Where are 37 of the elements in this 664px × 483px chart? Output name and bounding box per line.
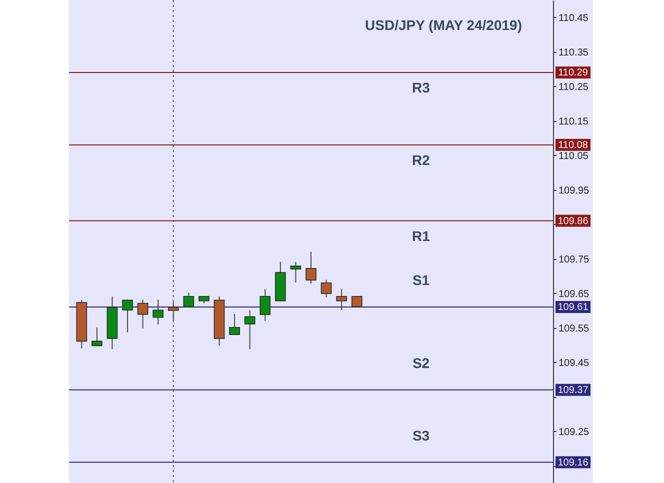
ref-line-label: R1	[412, 228, 430, 244]
candlestick	[336, 288, 347, 311]
y-tick-label: 109.55	[558, 323, 590, 334]
candlestick	[351, 296, 362, 308]
candlestick	[152, 299, 164, 325]
annotation: 109.16	[558, 457, 589, 468]
y-tick-label: 110.25	[558, 82, 589, 93]
annotation: 109.86	[558, 216, 589, 227]
y-tick-label: 109.45	[558, 358, 590, 369]
candlestick	[229, 313, 240, 336]
candlestick	[290, 261, 302, 284]
candlestick	[306, 251, 316, 284]
annotation: 109.61	[558, 302, 589, 314]
ref-line-label: S2	[412, 354, 430, 371]
y-tick-label: 109.95	[558, 185, 590, 196]
annotation: 110.08	[558, 140, 588, 151]
annotation: 109.37	[558, 384, 589, 396]
candlestick	[122, 298, 133, 333]
candlestick	[260, 288, 271, 322]
y-tick-label: 110.05	[558, 150, 589, 162]
y-tick-label: 109.65	[558, 288, 590, 300]
candlestick	[137, 299, 148, 329]
y-tick-label: 110.15	[558, 116, 589, 128]
candlestick	[244, 310, 256, 350]
ref-line-label: S3	[412, 427, 430, 444]
candlestick	[320, 279, 332, 298]
ref-line-label: R2	[412, 152, 430, 168]
ref-line-label: R3	[412, 79, 430, 96]
y-tick-label: 110.45	[558, 12, 589, 24]
y-tick-label: 109.25	[558, 426, 590, 438]
ref-line-label: S1	[412, 272, 430, 288]
y-tick-label: 110.35	[558, 47, 589, 58]
candlestick	[183, 292, 194, 308]
y-tick-label: 109.75	[558, 254, 590, 266]
annotation: 110.29	[558, 67, 588, 78]
candlestick	[92, 326, 102, 346]
text: USD/JPY (MAY 24/2019)	[365, 17, 522, 33]
